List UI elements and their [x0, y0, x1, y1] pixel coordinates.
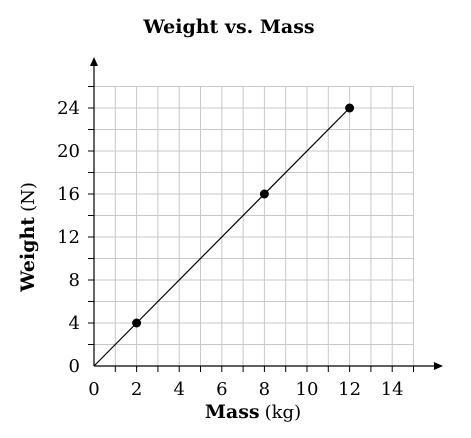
y-tick-label: 20: [57, 141, 80, 162]
x-tick-label: 14: [381, 379, 404, 400]
y-tick-label: 0: [69, 356, 80, 377]
grid: [94, 86, 414, 366]
x-tick-label: 0: [88, 379, 99, 400]
y-tick-label: 24: [57, 98, 80, 119]
x-tick-label: 4: [173, 379, 184, 400]
y-tick-label: 8: [69, 270, 80, 291]
chart-title: Weight vs. Mass: [142, 16, 314, 38]
y-tick-label: 16: [57, 184, 80, 205]
y-axis-label: Weight (N): [17, 182, 39, 293]
x-tick-label: 12: [338, 379, 361, 400]
data-point: [345, 103, 355, 113]
x-axis-label: Mass (kg): [205, 401, 301, 423]
y-axis-arrow: [90, 57, 98, 66]
data-point: [132, 318, 142, 328]
y-tick-label: 4: [69, 313, 80, 334]
data-point: [259, 189, 269, 199]
x-tick-label: 10: [296, 379, 319, 400]
y-axis-label-unit: (N): [18, 182, 39, 212]
y-tick-label: 12: [57, 227, 80, 248]
x-tick-label: 8: [259, 379, 270, 400]
x-tick-label: 6: [216, 379, 227, 400]
x-tick-label: 2: [131, 379, 142, 400]
data-points: [132, 103, 355, 328]
x-axis-arrow: [434, 362, 443, 370]
y-axis-label-name: Weight: [17, 217, 39, 293]
x-axis-label-unit: (kg): [265, 402, 301, 423]
x-axis-label-name: Mass: [205, 401, 260, 423]
axes: [88, 57, 443, 372]
